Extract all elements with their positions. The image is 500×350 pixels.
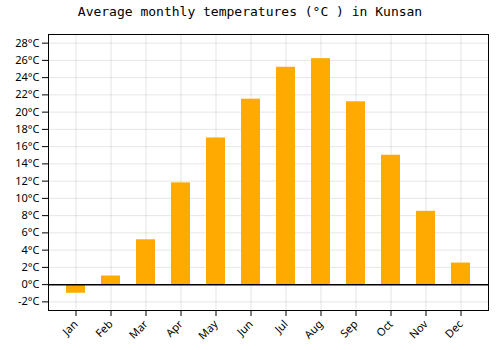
svg-text:2°C: 2°C (22, 259, 40, 274)
svg-text:Dec: Dec (441, 316, 465, 340)
svg-text:Jul: Jul (270, 316, 290, 336)
svg-text:26°C: 26°C (15, 52, 39, 67)
svg-text:8°C: 8°C (22, 207, 40, 222)
svg-text:4°C: 4°C (22, 242, 40, 257)
svg-text:24°C: 24°C (15, 69, 39, 84)
svg-text:10°C: 10°C (15, 190, 39, 205)
svg-text:May: May (195, 316, 221, 342)
svg-text:18°C: 18°C (15, 121, 39, 136)
svg-text:6°C: 6°C (22, 224, 40, 239)
html-text:Average monthly temperatures (: Average monthly temperatures (°C ) in Ku… (77, 4, 423, 19)
svg-text:Jun: Jun (233, 316, 256, 339)
svg-text:Sep: Sep (337, 316, 361, 340)
svg-text:Oct: Oct (372, 316, 395, 339)
svg-text:28°C: 28°C (15, 35, 39, 50)
svg-text:Aug: Aug (300, 316, 325, 341)
svg-text:14°C: 14°C (15, 155, 39, 170)
svg-text:Nov: Nov (406, 316, 431, 341)
svg-text:Jan: Jan (58, 316, 81, 339)
svg-text:Apr: Apr (162, 316, 186, 340)
svg-text:22°C: 22°C (15, 86, 39, 101)
svg-text:0°C: 0°C (22, 276, 40, 291)
svg-text:Feb: Feb (92, 316, 116, 340)
svg-text:16°C: 16°C (15, 138, 39, 153)
svg-text:12°C: 12°C (15, 173, 39, 188)
svg-text:Mar: Mar (125, 316, 151, 342)
svg-text:20°C: 20°C (15, 104, 39, 119)
svg-text:-2°C: -2°C (18, 293, 40, 308)
